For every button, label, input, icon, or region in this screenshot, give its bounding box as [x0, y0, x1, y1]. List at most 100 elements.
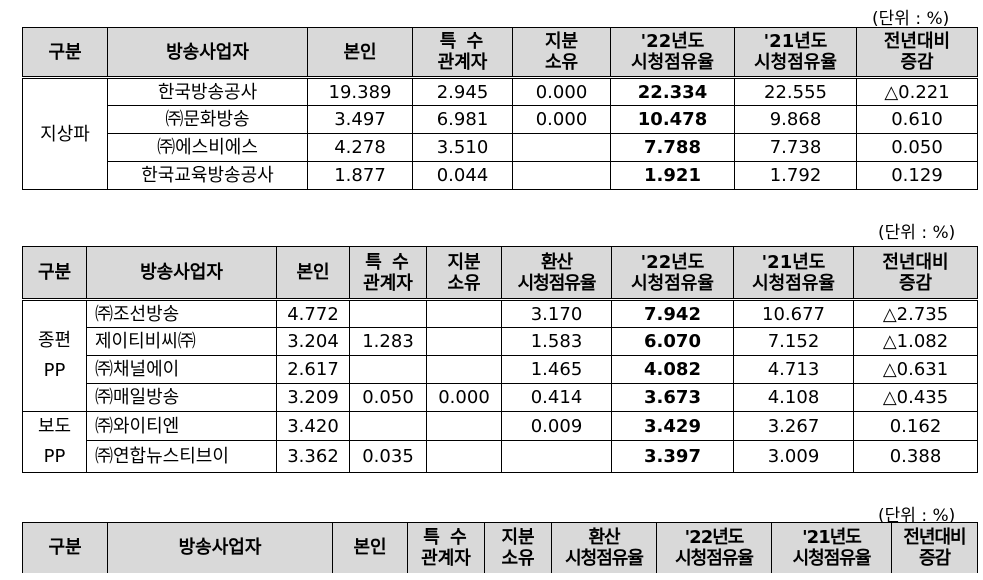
cell-y22: 7.942 [611, 299, 734, 328]
cell-y21: 4.108 [733, 383, 854, 412]
broadcaster-name: 한국교육방송공사 [107, 161, 308, 190]
cell-special [349, 410, 427, 442]
broadcaster-name: ㈜연합뉴스티브이 [86, 440, 277, 473]
cell-y22: 6.070 [611, 327, 734, 356]
third-share-table: 구분 방송사업자 본인 특 수 관계자 지분 소유 환산 시청점유율 '22년도 시청점… [22, 522, 978, 573]
cell-change: 0.050 [856, 133, 978, 162]
cell-self: 3.204 [276, 327, 350, 356]
cell-share: 0.000 [512, 105, 611, 134]
cell-share [512, 161, 611, 190]
cell-y22: 1.921 [610, 161, 735, 190]
cell-y22: 3.429 [611, 410, 734, 442]
header-conv: 환산 시청점유율 [501, 246, 612, 301]
header-change: 전년대비 증감 [853, 246, 978, 301]
broadcaster-name: ㈜조선방송 [86, 299, 277, 328]
cell-change: △0.631 [853, 355, 978, 384]
table-row: ㈜문화방송 3.497 6.981 0.000 10.478 9.868 0.6… [23, 105, 978, 134]
cell-change: 0.610 [856, 105, 978, 134]
cell-share [426, 410, 502, 442]
cell-change: △2.735 [853, 299, 978, 328]
cell-share [426, 299, 502, 328]
header-y22: '22년도 시청점유율 [656, 522, 772, 573]
table-row: 지상파 한국방송공사 19.389 2.945 0.000 22.334 22.… [22, 77, 978, 190]
cell-conv: 1.465 [501, 355, 612, 384]
cell-self: 4.278 [307, 133, 413, 162]
cell-share [512, 133, 611, 162]
cell-share [426, 327, 502, 356]
cell-y21: 7.152 [733, 327, 854, 356]
cell-change: 0.162 [853, 410, 978, 442]
cell-special: 2.945 [412, 77, 513, 106]
cell-y21: 22.555 [734, 77, 857, 106]
cell-change: △1.082 [853, 327, 978, 356]
header-y22: '22년도 시청점유율 [611, 246, 734, 301]
cell-self: 4.772 [276, 299, 350, 328]
cell-y21: 3.267 [733, 410, 854, 442]
cell-y22: 3.397 [611, 440, 734, 473]
cell-y22: 22.334 [610, 77, 735, 106]
cell-y21: 7.738 [734, 133, 857, 162]
header-share: 지분 소유 [512, 27, 611, 79]
header-group: 구분 [22, 522, 108, 573]
broadcaster-name: 제이티비씨㈜ [86, 327, 277, 356]
header-broadcaster: 방송사업자 [107, 27, 308, 79]
cell-conv [501, 440, 612, 473]
cell-share: 0.000 [426, 383, 502, 412]
table-row: 제이티비씨㈜ 3.204 1.283 1.583 6.070 7.152 △1.… [23, 327, 978, 356]
cell-conv: 3.170 [501, 299, 612, 328]
header-change: 전년대비 증감 [891, 522, 978, 573]
cell-share [426, 440, 502, 473]
unit-label: (단위 : %) [878, 223, 956, 243]
cell-self: 2.617 [276, 355, 350, 384]
table-row: ㈜매일방송 3.209 0.050 0.000 0.414 3.673 4.10… [23, 383, 978, 412]
cell-y22: 3.673 [611, 383, 734, 412]
cell-share: 0.000 [512, 77, 611, 106]
header-self: 본인 [332, 522, 408, 573]
table-row: ㈜연합뉴스티브이 3.362 0.035 3.397 3.009 0.388 [23, 440, 978, 473]
header-share: 지분 소유 [426, 246, 502, 301]
cell-y21: 9.868 [734, 105, 857, 134]
header-self: 본인 [276, 246, 350, 301]
cell-special: 3.510 [412, 133, 513, 162]
cell-change: △0.435 [853, 383, 978, 412]
header-special: 특 수 관계자 [407, 522, 485, 573]
cell-special: 6.981 [412, 105, 513, 134]
cell-self: 3.362 [276, 440, 350, 473]
cell-special: 1.283 [349, 327, 427, 356]
header-y21: '21년도 시청점유율 [734, 27, 857, 79]
cell-share [426, 355, 502, 384]
cell-y22: 10.478 [610, 105, 735, 134]
header-share: 지분 소유 [484, 522, 552, 573]
terrestrial-share-table: 구분 방송사업자 본인 특 수 관계자 지분 소유 '22년도 시청점유율 '21년도… [22, 27, 978, 190]
table-row: ㈜에스비에스 4.278 3.510 7.788 7.738 0.050 [23, 133, 978, 162]
cell-y21: 4.713 [733, 355, 854, 384]
broadcaster-name: ㈜에스비에스 [107, 133, 308, 162]
cell-y21: 3.009 [733, 440, 854, 473]
cell-y22: 4.082 [611, 355, 734, 384]
group-cell: 보도 PP [22, 411, 87, 473]
header-y21: '21년도 시청점유율 [771, 522, 892, 573]
cell-special: 0.044 [412, 161, 513, 190]
header-change: 전년대비 증감 [856, 27, 978, 79]
group-cell: 종편 PP [22, 299, 87, 412]
unit-label: (단위 : %) [878, 506, 956, 526]
broadcaster-name: 한국방송공사 [107, 77, 308, 106]
broadcaster-name: ㈜매일방송 [86, 383, 277, 412]
cell-special: 0.050 [349, 383, 427, 412]
pp-share-table: 구분 방송사업자 본인 특 수 관계자 지분 소유 환산 시청점유율 '22년도 시청점… [22, 246, 978, 473]
header-special: 특 수 관계자 [412, 27, 513, 79]
header-y22: '22년도 시청점유율 [610, 27, 735, 79]
cell-y21: 10.677 [733, 299, 854, 328]
cell-conv: 0.009 [501, 410, 612, 442]
table-row: 한국교육방송공사 1.877 0.044 1.921 1.792 0.129 [23, 161, 978, 190]
header-group: 구분 [22, 246, 87, 301]
header-broadcaster: 방송사업자 [107, 522, 333, 573]
cell-self: 19.389 [307, 77, 413, 106]
table-row: ㈜채널에이 2.617 1.465 4.082 4.713 △0.631 [23, 355, 978, 384]
header-broadcaster: 방송사업자 [86, 246, 277, 301]
header-special: 특 수 관계자 [349, 246, 427, 301]
cell-self: 3.209 [276, 383, 350, 412]
cell-special [349, 299, 427, 328]
cell-change: 0.388 [853, 440, 978, 473]
cell-special [349, 355, 427, 384]
